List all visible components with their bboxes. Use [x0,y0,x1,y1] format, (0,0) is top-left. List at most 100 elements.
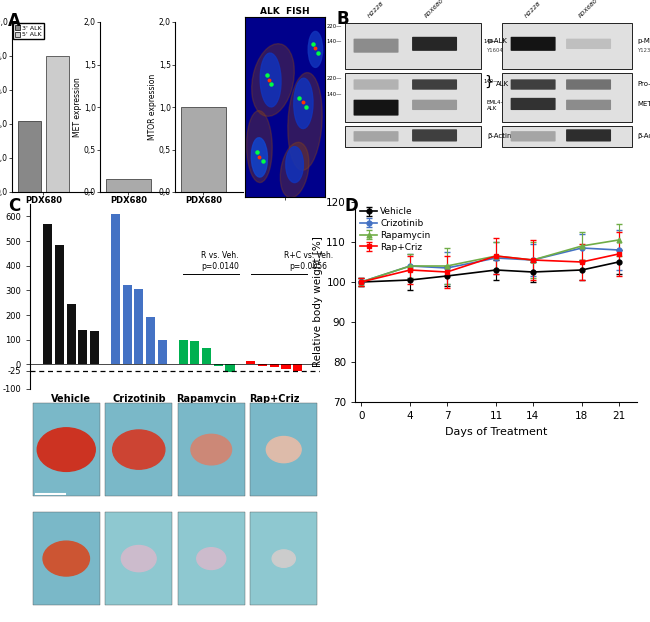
Text: }: } [484,75,493,89]
Bar [66,304,76,364]
Ellipse shape [260,53,281,107]
Text: D: D [345,197,359,215]
Bar [258,364,267,366]
Bar [18,121,40,192]
Text: p-MET: p-MET [638,38,650,44]
Text: 220—: 220— [327,75,342,81]
Text: 140—: 140— [327,39,342,44]
Bar [33,402,99,496]
Bar [345,126,481,147]
Bar [181,107,226,192]
Text: p-ALK: p-ALK [487,38,507,44]
Circle shape [37,428,96,471]
Text: A: A [8,12,21,30]
Bar [106,179,151,192]
FancyBboxPatch shape [566,39,611,49]
FancyBboxPatch shape [412,129,457,142]
Text: H2228: H2228 [524,1,542,19]
Text: R vs. Veh.
p=0.0140: R vs. Veh. p=0.0140 [201,251,239,271]
Text: 220—: 220— [327,24,342,29]
Text: PDX680: PDX680 [578,0,599,19]
Bar [179,340,188,364]
Bar [111,214,120,364]
Bar [46,56,69,192]
Ellipse shape [286,147,304,183]
Title: ALK  FISH: ALK FISH [260,7,310,16]
FancyBboxPatch shape [511,98,556,110]
Bar [214,364,223,366]
Text: B: B [336,10,348,28]
Text: Y1604: Y1604 [487,48,504,53]
Bar [90,331,99,364]
Bar [202,348,211,364]
Text: β-Actin: β-Actin [487,133,512,139]
Bar [105,512,172,605]
Bar [270,364,279,367]
Bar [502,73,632,123]
Text: C: C [8,197,20,215]
FancyBboxPatch shape [354,100,398,116]
Bar [146,317,155,364]
FancyBboxPatch shape [354,80,398,90]
Bar [345,22,481,69]
Y-axis label: Relative body weight [%]: Relative body weight [%] [313,236,324,368]
Text: R+C vs. Veh.
p=0.0056: R+C vs. Veh. p=0.0056 [283,251,333,271]
Y-axis label: MET expression: MET expression [73,77,83,137]
X-axis label: Days of Treatment: Days of Treatment [445,427,547,437]
Ellipse shape [280,142,309,198]
Bar [178,512,244,605]
Bar [226,364,235,372]
Bar [105,402,172,496]
Bar [281,364,291,369]
Ellipse shape [308,31,322,67]
Legend: 3' ALK, 5' ALK: 3' ALK, 5' ALK [13,23,44,39]
Text: β-Actin: β-Actin [638,133,650,139]
Text: H2228: H2228 [367,1,385,19]
Bar [79,330,88,364]
Bar [345,73,481,123]
FancyBboxPatch shape [412,37,457,51]
FancyBboxPatch shape [354,39,398,53]
Bar [246,361,255,364]
FancyBboxPatch shape [566,80,611,90]
FancyBboxPatch shape [511,131,556,142]
Text: 140—: 140— [484,39,499,44]
Bar [158,340,167,364]
Ellipse shape [252,44,294,116]
Text: 140—: 140— [327,92,342,97]
FancyBboxPatch shape [412,100,457,110]
FancyBboxPatch shape [566,129,611,142]
FancyBboxPatch shape [412,80,457,90]
Text: MET: MET [638,101,650,107]
Ellipse shape [246,111,272,182]
Bar [293,364,302,371]
Bar [43,224,52,364]
FancyBboxPatch shape [511,80,556,90]
Circle shape [272,550,295,567]
Ellipse shape [252,137,267,177]
FancyBboxPatch shape [511,37,556,51]
Text: PDX680: PDX680 [424,0,445,19]
Circle shape [43,541,90,576]
Ellipse shape [288,73,322,170]
Bar [33,512,99,605]
Bar [55,245,64,364]
Circle shape [266,437,301,463]
Bar [135,289,144,364]
FancyBboxPatch shape [566,100,611,110]
Text: Pro-MET: Pro-MET [638,81,650,86]
Text: ALK: ALK [496,81,510,86]
Circle shape [112,430,165,469]
Ellipse shape [294,78,313,129]
Text: Y1234/35: Y1234/35 [638,48,650,53]
Y-axis label: MTOR expression: MTOR expression [148,74,157,140]
Bar [502,22,632,69]
FancyBboxPatch shape [354,131,398,142]
Bar [250,512,317,605]
Circle shape [197,548,226,570]
Text: 140—: 140— [484,79,499,84]
Legend: Vehicle, Crizotinib, Rapamycin, Rap+Criz: Vehicle, Crizotinib, Rapamycin, Rap+Criz [357,204,434,255]
Bar [250,402,317,496]
Bar [502,126,632,147]
Circle shape [191,434,231,465]
